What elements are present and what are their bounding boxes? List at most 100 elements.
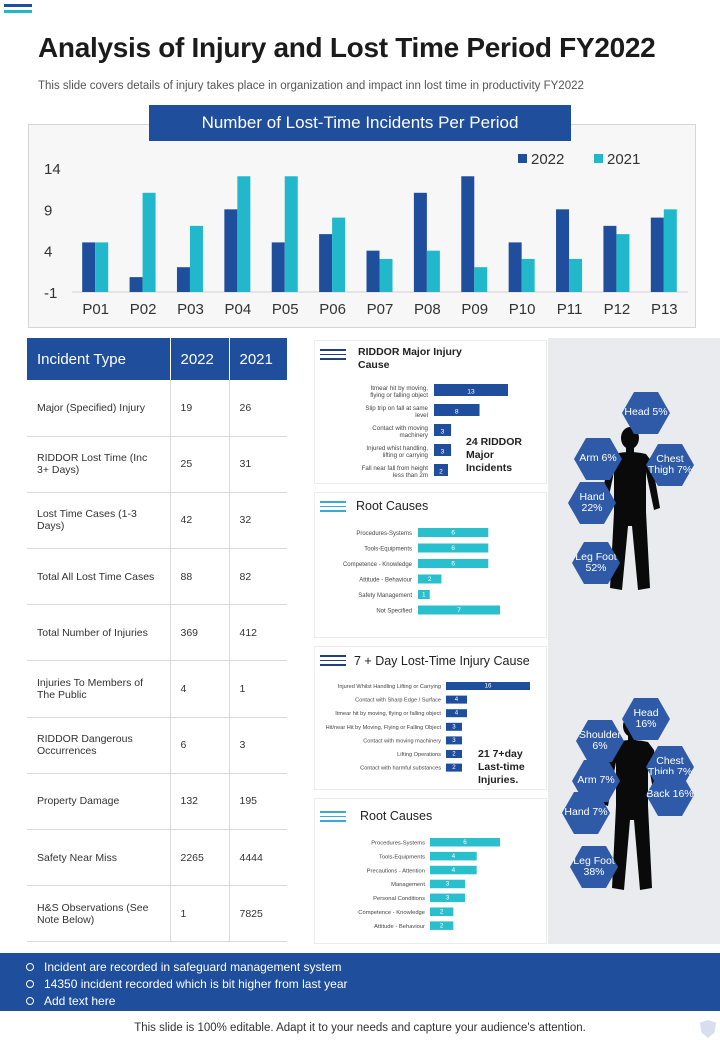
bar-2022-P07 xyxy=(366,250,380,292)
table-row: RIDDOR Lost Time (Inc 3+ Days) 25 31 xyxy=(27,436,287,493)
cell-2021: 1 xyxy=(229,660,287,718)
cell-2021: 26 xyxy=(229,380,287,437)
bar-2022-P13 xyxy=(650,217,664,292)
hbar xyxy=(418,559,489,568)
table-row: H&S Observations (See Note Below) 1 7825 xyxy=(27,885,287,943)
category-label: Contact with moving machinery xyxy=(363,738,441,744)
category-label: Injured whist handling, lifting or carryi… xyxy=(366,445,428,459)
hbar xyxy=(430,865,477,875)
legend-label: 2021 xyxy=(607,151,640,168)
hbar xyxy=(430,893,465,903)
data-label: 3 xyxy=(446,895,450,902)
category-label: Personal Conditions xyxy=(373,896,425,902)
bar-2021-P09 xyxy=(474,267,488,292)
chart-title: Number of Lost-Time Incidents Per Period xyxy=(149,105,571,141)
x-tick-label: P09 xyxy=(461,301,488,318)
data-label: 2 xyxy=(440,922,444,929)
hbar xyxy=(418,590,430,599)
category-label: Tools-Equipments xyxy=(379,854,425,860)
cell-incident-type: RIDDOR Dangerous Occurrences xyxy=(27,717,171,774)
body-part-hex: Head 16% xyxy=(622,698,670,740)
data-label: 2 xyxy=(452,764,456,771)
category-label: Procedures-Systems xyxy=(356,531,412,537)
hbar xyxy=(418,528,489,537)
category-label: Injured Whilst Handling Lifting or Carry… xyxy=(338,684,441,690)
hbar xyxy=(446,722,462,731)
table-row: Total All Lost Time Cases 88 82 xyxy=(27,548,287,606)
hbar xyxy=(446,736,462,745)
footer-bullet-2: 14350 incident recorded which is bit hig… xyxy=(26,977,348,991)
cell-incident-type: RIDDOR Lost Time (Inc 3+ Days) xyxy=(27,436,171,493)
x-tick-label: P05 xyxy=(272,301,299,318)
bar-2021-P03 xyxy=(189,225,203,292)
data-label: 6 xyxy=(463,839,467,846)
cell-2022: 88 xyxy=(170,548,230,606)
bar-2021-P04 xyxy=(237,176,251,292)
y-tick-label: 14 xyxy=(44,161,61,178)
bar-2022-P08 xyxy=(413,192,427,292)
y-tick-label: -1 xyxy=(44,285,57,302)
data-label: 3 xyxy=(452,737,456,744)
menu-icon xyxy=(320,349,346,363)
cell-incident-type: Total Number of Injuries xyxy=(27,604,171,662)
category-label: Procedures-Systems xyxy=(371,841,425,847)
category-label: Not Specified xyxy=(376,609,412,615)
x-tick-label: P07 xyxy=(367,301,394,318)
bar-2022-P05 xyxy=(271,242,285,292)
cell-incident-type: Property Damage xyxy=(27,773,171,831)
cell-2022: 2265 xyxy=(170,829,230,887)
data-label: 6 xyxy=(451,545,455,552)
data-label: 2 xyxy=(452,751,456,758)
hbar xyxy=(446,750,462,758)
data-label: 16 xyxy=(485,683,492,690)
x-tick-label: P01 xyxy=(82,301,109,318)
cell-2022: 19 xyxy=(170,380,230,437)
hbar xyxy=(434,384,508,396)
cell-2022: 132 xyxy=(170,773,230,831)
category-label: Precautions - Attention xyxy=(367,868,425,874)
hbar xyxy=(434,424,452,436)
footer-bullet-3[interactable]: Add text here xyxy=(26,994,115,1008)
cell-2022: 1 xyxy=(170,885,230,943)
page-subtitle: This slide covers details of injury take… xyxy=(38,80,584,92)
legend-swatch-2021 xyxy=(594,154,603,163)
table-header-2021: 2021 xyxy=(229,338,287,380)
category-label: Contact with moving machinery xyxy=(372,425,429,439)
seven-day-hbar-chart: Injured Whilst Handling Lifting or Carry… xyxy=(326,682,530,772)
body-part-hex: Leg Foot 38% xyxy=(570,846,618,888)
body-part-hex: Hand 7% xyxy=(562,792,610,834)
x-tick-label: P13 xyxy=(651,301,678,318)
lost-time-summary: 21 7+day Last-time Injuries. xyxy=(478,748,525,787)
bar-2021-P05 xyxy=(284,176,298,292)
table-row: Total Number of Injuries 369 412 xyxy=(27,604,287,662)
x-tick-label: P11 xyxy=(557,301,583,318)
bar-2022-P02 xyxy=(129,277,143,292)
data-label: 3 xyxy=(441,429,445,436)
x-tick-label: P10 xyxy=(509,301,536,318)
x-tick-label: P02 xyxy=(130,301,157,318)
category-label: Safety Management xyxy=(358,593,412,599)
hbar xyxy=(446,695,467,704)
y-tick-label: 9 xyxy=(44,202,52,219)
menu-icon xyxy=(320,501,346,515)
hbar xyxy=(446,682,530,690)
category-label: Slip trip on fall at same level xyxy=(365,405,428,419)
bar-2021-P11 xyxy=(569,258,583,292)
cell-2021: 7825 xyxy=(229,885,287,943)
cell-incident-type: Safety Near Miss xyxy=(27,829,171,887)
root-causes-hbar-chart-2: Procedures-Systems 6 Tools-Equipments 4 Prec… xyxy=(358,838,500,930)
root-causes-title-1: Root Causes xyxy=(356,499,429,513)
data-label: 3 xyxy=(446,881,450,888)
category-label: Contact with Sharp Edge / Surface xyxy=(355,698,441,704)
menu-icon xyxy=(320,655,346,669)
menu-icon xyxy=(320,811,346,825)
hbar xyxy=(430,907,454,916)
cell-incident-type: Lost Time Cases (1-3 Days) xyxy=(27,492,171,550)
bar-2022-P11 xyxy=(556,209,570,292)
hbar xyxy=(418,543,489,553)
hbar xyxy=(434,464,448,476)
y-tick-label: 4 xyxy=(44,244,52,261)
x-tick-label: P08 xyxy=(414,301,441,318)
bar-2021-P13 xyxy=(663,209,677,292)
hbar xyxy=(446,709,467,718)
